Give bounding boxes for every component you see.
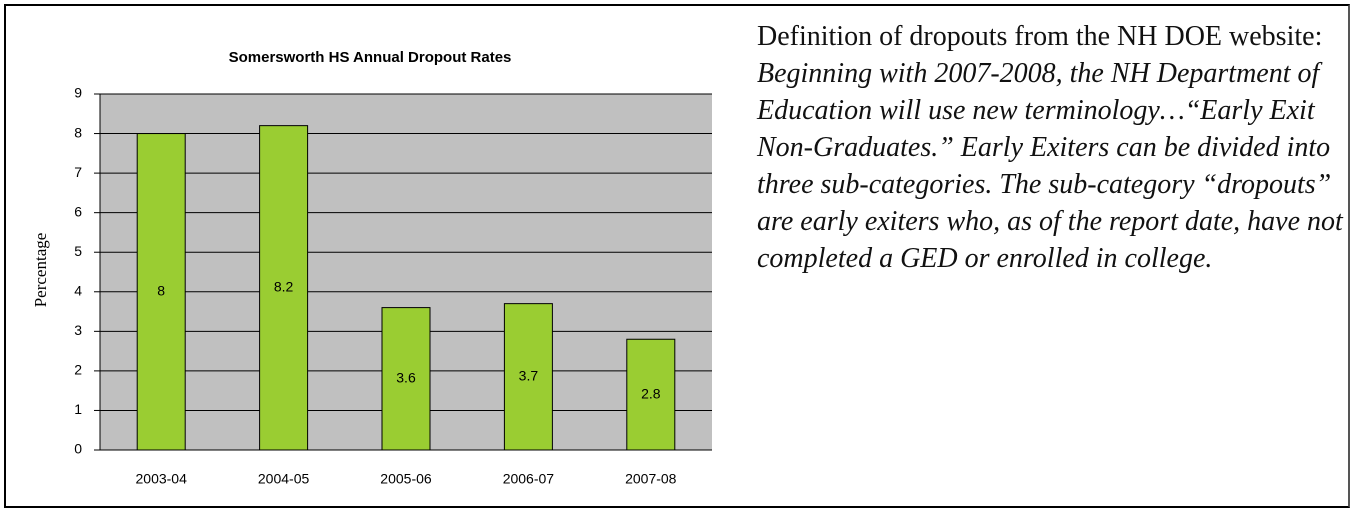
x-tick-label: 2005-06	[380, 471, 432, 487]
chart: Somersworth HS Annual Dropout Rates Perc…	[31, 49, 712, 487]
x-tick-label: 2006-07	[503, 471, 555, 487]
y-tick-label: 8	[74, 124, 82, 140]
value-label: 8	[157, 282, 165, 298]
y-tick-label: 7	[74, 164, 82, 180]
x-tick-label: 2003-04	[136, 471, 188, 487]
bar	[259, 125, 309, 451]
x-tick-label: 2004-05	[258, 471, 310, 487]
bar	[381, 307, 431, 451]
y-tick-label: 9	[74, 85, 82, 101]
bar	[136, 133, 186, 451]
quote: Beginning with 2007-2008, the NH Departm…	[757, 58, 1343, 274]
y-tick-label: 2	[74, 362, 82, 378]
bar	[626, 338, 676, 451]
intro: Definition of dropouts from the NH DOE w…	[757, 21, 1323, 52]
y-tick-label: 5	[74, 243, 82, 259]
definition-text: Definition of dropouts from the NH DOE w…	[757, 18, 1349, 277]
y-tick-label: 0	[74, 441, 82, 457]
frame	[4, 4, 1350, 508]
bar	[503, 303, 553, 451]
y-tick-label: 3	[74, 322, 82, 338]
y-tick-label: 1	[74, 401, 82, 417]
y-tick-label: 4	[74, 282, 82, 298]
y-axis-label: Percentage	[31, 233, 50, 308]
value-label: 2.8	[641, 385, 661, 401]
x-tick-label: 2007-08	[625, 471, 677, 487]
y-tick-label: 6	[74, 203, 82, 219]
value-label: 3.7	[519, 368, 539, 384]
value-label: 8.2	[274, 279, 294, 295]
value-label: 3.6	[396, 370, 416, 386]
chart-title: Somersworth HS Annual Dropout Rates	[229, 49, 512, 66]
